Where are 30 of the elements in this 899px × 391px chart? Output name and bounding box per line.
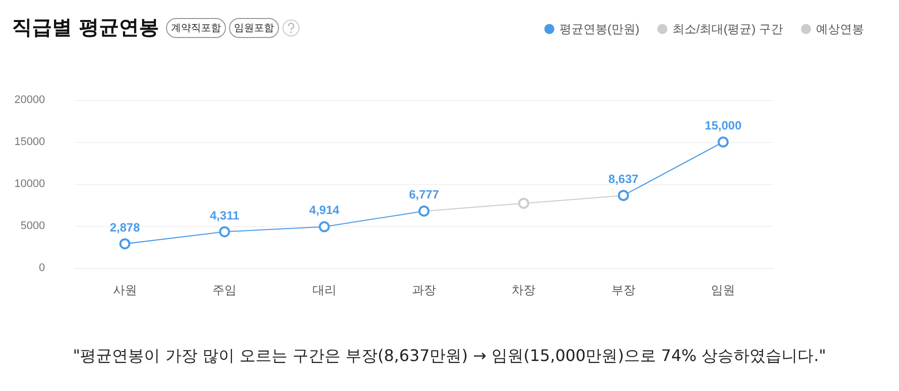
- y-tick-label: 5000: [20, 220, 45, 232]
- data-label: 4,914: [309, 203, 340, 218]
- x-tick-label: 과장: [412, 283, 436, 297]
- y-tick-label: 10000: [14, 178, 45, 190]
- text: 임원포함: [228, 18, 279, 38]
- data-label: 4,311: [210, 208, 240, 222]
- point: [518, 198, 530, 209]
- x-tick-label: 임원: [711, 283, 736, 297]
- legend-label: 최소/최대(평균) 구간: [672, 22, 784, 36]
- y-tick-label: 20000: [14, 94, 45, 106]
- legend-label: 예상연봉: [816, 22, 864, 36]
- text: 계약직포함: [166, 18, 226, 38]
- data-label: 6,777: [408, 188, 440, 202]
- x-tick-label: 주임: [212, 283, 237, 297]
- chart-title: 직급별 평균연봉: [12, 14, 159, 41]
- x-tick-label: 차장: [512, 283, 536, 297]
- point: [318, 221, 330, 232]
- y-tick-label: 0: [38, 262, 45, 274]
- data-label: 8,637: [608, 172, 639, 186]
- data-label: 2,878: [110, 220, 140, 234]
- point: [119, 238, 130, 250]
- x-tick-label: 부장: [611, 283, 636, 297]
- legend-label: 평균연봉(만원): [559, 22, 640, 36]
- point: [718, 136, 729, 148]
- x-tick-label: 대리: [312, 283, 336, 297]
- x-tick-label: 사원: [112, 283, 137, 297]
- text: "평균연봉이 가장 많이 오르는 구간은 부장(8,637만원) → 임원(15,000만원)으로 74% 상승하였습니다.": [72, 346, 828, 367]
- point: [219, 226, 230, 238]
- data-label: 15,000: [704, 118, 742, 132]
- y-tick-label: 15000: [14, 136, 45, 148]
